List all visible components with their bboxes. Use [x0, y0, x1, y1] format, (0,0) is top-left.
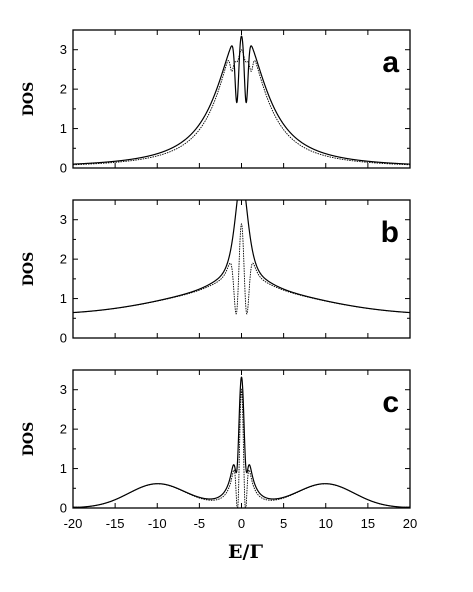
x-axis-label: E/Γ: [228, 541, 263, 563]
x-tick-label: 20: [403, 516, 417, 531]
y-tick-label: 3: [60, 212, 67, 227]
x-tick-label: -10: [148, 516, 167, 531]
dos-curve-c-1: [73, 376, 410, 508]
x-tick-label: 10: [319, 516, 333, 531]
plot-frame: [72, 369, 411, 509]
y-tick-label: 0: [60, 501, 67, 516]
y-tick-label: 2: [60, 422, 67, 437]
y-tick-label: 0: [60, 331, 67, 346]
y-axis-label: DOS: [21, 422, 37, 456]
x-tick-label: -5: [194, 516, 206, 531]
y-tick-label: 0: [60, 161, 67, 176]
plot-frame: [72, 199, 411, 339]
y-axis-label: DOS: [21, 82, 37, 116]
y-tick-label: 1: [60, 291, 67, 306]
panel-label: c: [382, 386, 399, 419]
panel-a: 0 1 2 3 DOS a: [21, 29, 411, 176]
x-tick-label: -20: [64, 516, 83, 531]
y-tick-label: 3: [60, 42, 67, 57]
y-tick-label: 2: [60, 252, 67, 267]
dos-curve-a-1: [73, 35, 410, 165]
x-tick-label: 5: [280, 516, 287, 531]
panel-c: 0 1 2 3 DOS c -20 -15 -10 -5 0 5 10 15 20 E/Γ: [21, 369, 417, 563]
panel-label: b: [381, 216, 399, 249]
plot-frame: [72, 29, 411, 169]
y-tick-label: 3: [60, 382, 67, 397]
dos-curve-a-2: [73, 49, 410, 166]
dos-curve-b-1: [73, 200, 410, 314]
dos-curve-b-2: [73, 223, 410, 315]
y-tick-label: 2: [60, 82, 67, 97]
y-tick-label: 1: [60, 461, 67, 476]
y-axis-label: DOS: [21, 252, 37, 286]
x-tick-label: 15: [361, 516, 375, 531]
x-tick-label: -15: [106, 516, 125, 531]
panel-label: a: [382, 46, 399, 79]
panel-b: 0 1 2 3 DOS b: [21, 199, 411, 346]
dos-curve-c-2: [73, 388, 410, 508]
x-tick-label: 0: [238, 516, 245, 531]
y-tick-label: 1: [60, 121, 67, 136]
